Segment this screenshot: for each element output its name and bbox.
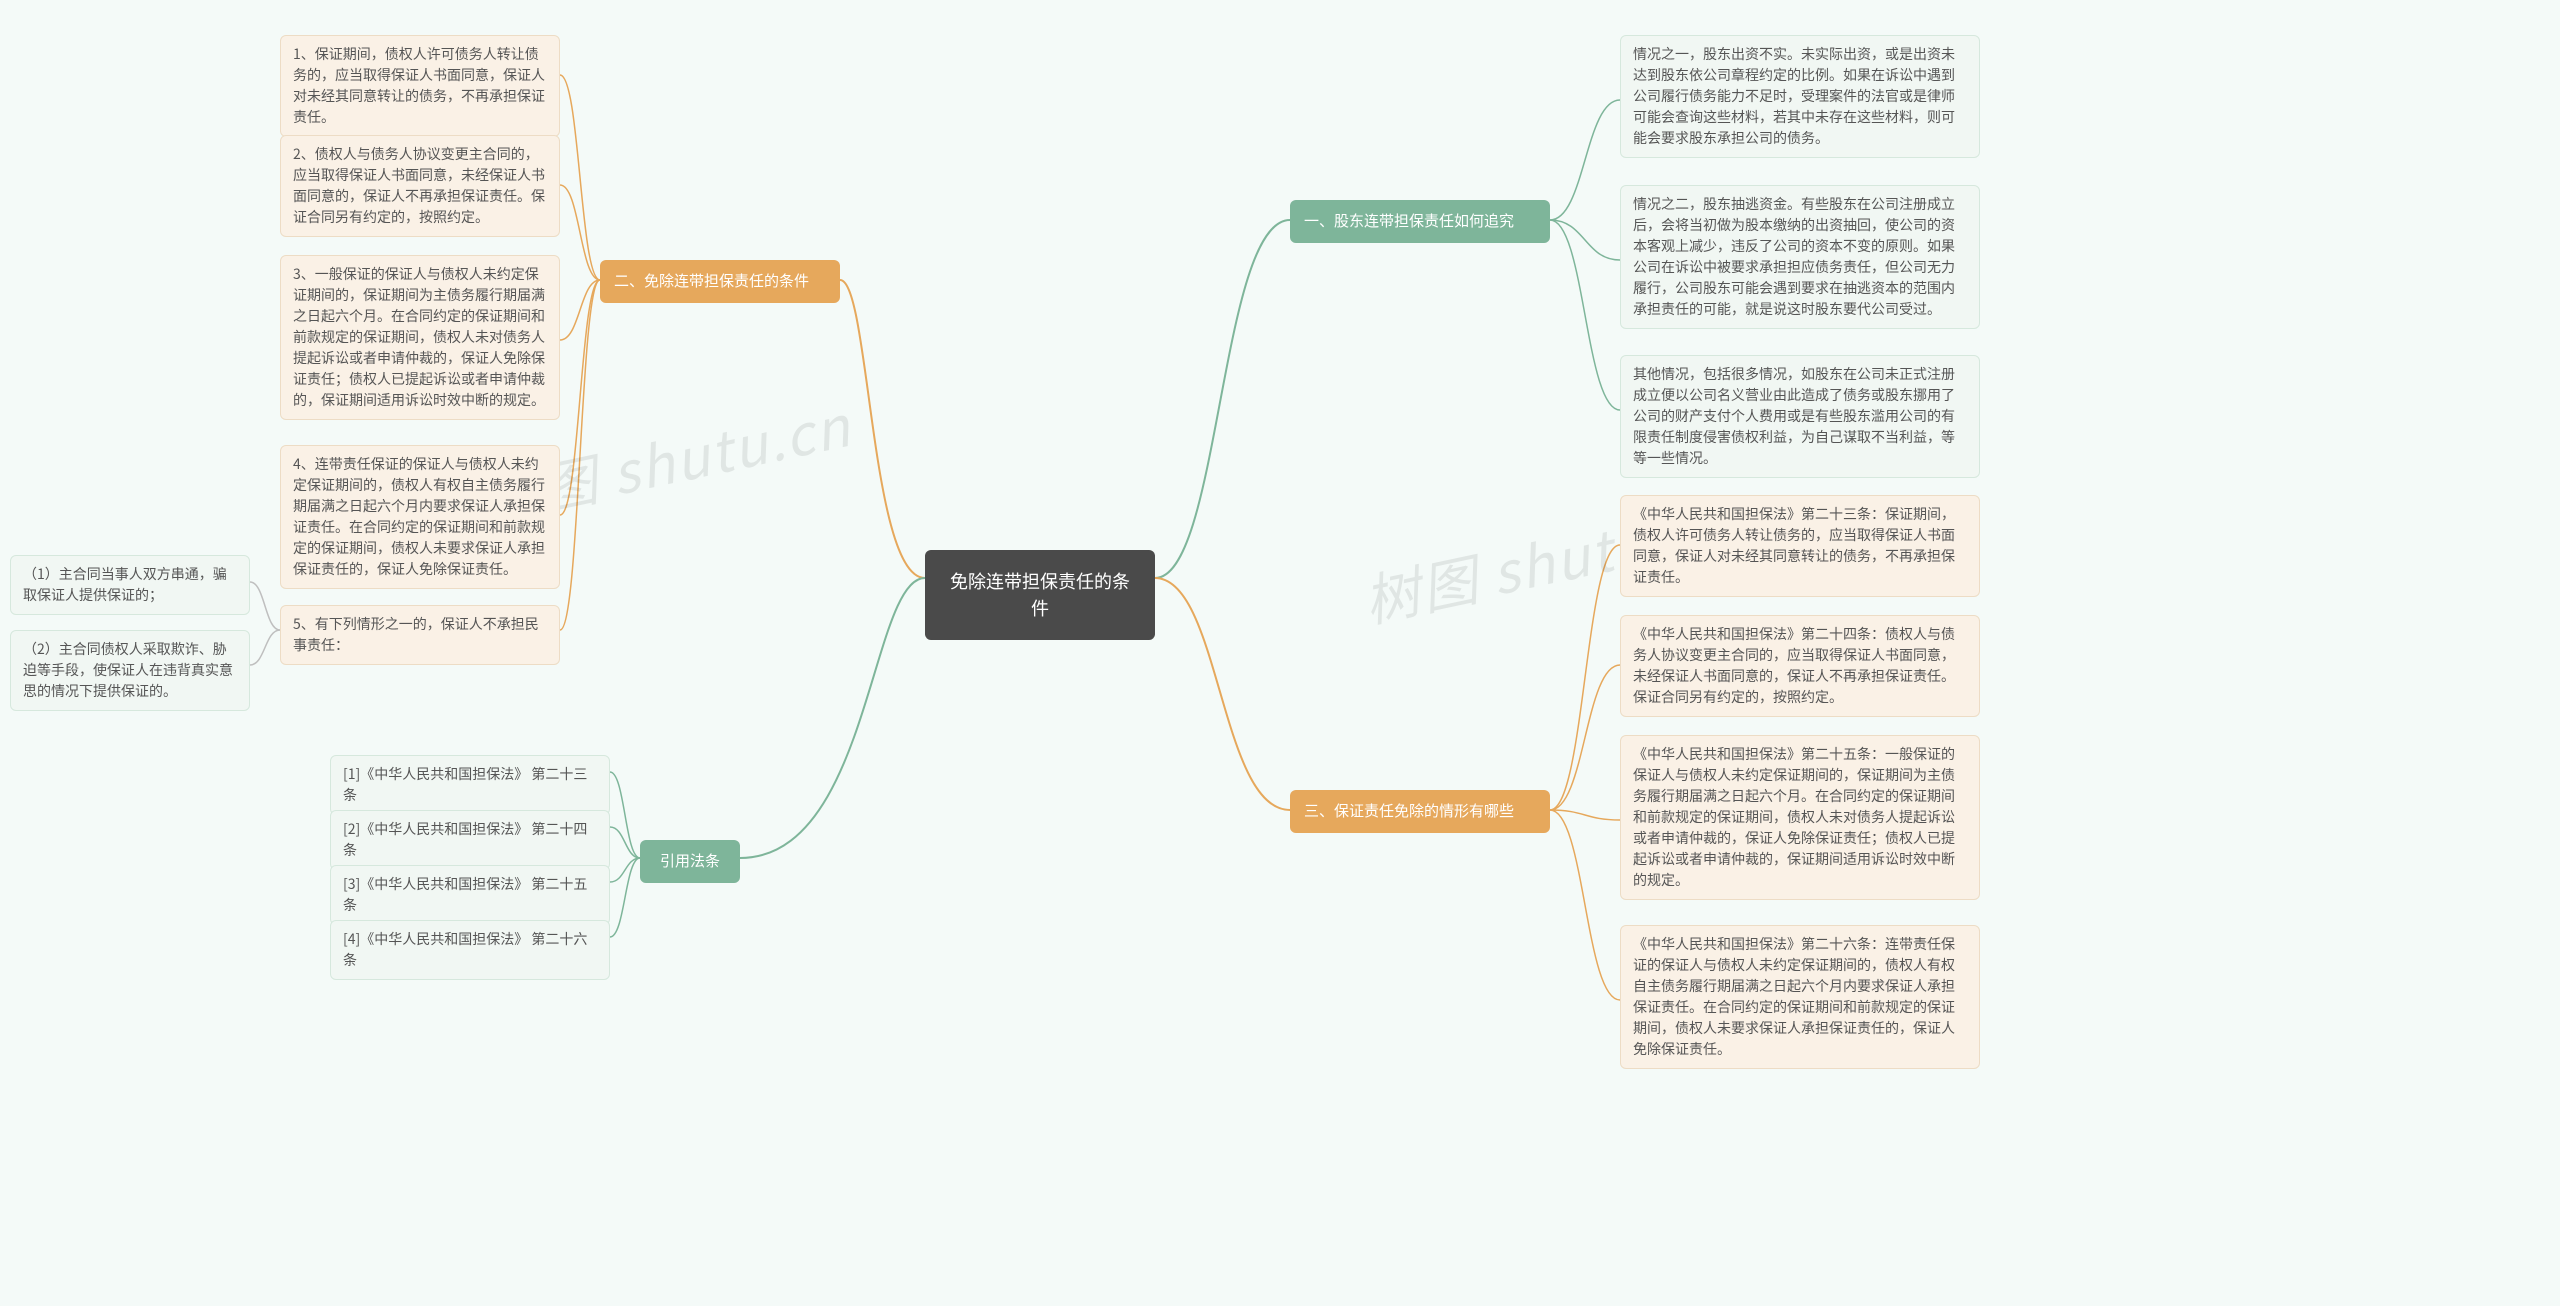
citation-1: [1]《中华人民共和国担保法》 第二十三条 bbox=[330, 755, 610, 815]
citation-2: [2]《中华人民共和国担保法》 第二十四条 bbox=[330, 810, 610, 870]
section-3-item-2: 《中华人民共和国担保法》第二十四条：债权人与债务人协议变更主合同的，应当取得保证… bbox=[1620, 615, 1980, 717]
citations[interactable]: 引用法条 bbox=[640, 840, 740, 883]
section-3-item-1: 《中华人民共和国担保法》第二十三条：保证期间，债权人许可债务人转让债务的，应当取… bbox=[1620, 495, 1980, 597]
section-2-item-1: 1、保证期间，债权人许可债务人转让债务的，应当取得保证人书面同意，保证人对未经其… bbox=[280, 35, 560, 137]
citation-4: [4]《中华人民共和国担保法》 第二十六条 bbox=[330, 920, 610, 980]
section-1[interactable]: 一、股东连带担保责任如何追究 bbox=[1290, 200, 1550, 243]
section-1-item-2: 情况之二，股东抽逃资金。有些股东在公司注册成立后，会将当初做为股本缴纳的出资抽回… bbox=[1620, 185, 1980, 329]
section-2[interactable]: 二、免除连带担保责任的条件 bbox=[600, 260, 840, 303]
section-3-item-4: 《中华人民共和国担保法》第二十六条：连带责任保证的保证人与债权人未约定保证期间的… bbox=[1620, 925, 1980, 1069]
section-2-item-5-sub-2: （2）主合同债权人采取欺诈、胁迫等手段，使保证人在违背真实意思的情况下提供保证的… bbox=[10, 630, 250, 711]
citation-3: [3]《中华人民共和国担保法》 第二十五条 bbox=[330, 865, 610, 925]
section-1-item-3: 其他情况，包括很多情况，如股东在公司未正式注册成立便以公司名义营业由此造成了债务… bbox=[1620, 355, 1980, 478]
section-2-item-2: 2、债权人与债务人协议变更主合同的，应当取得保证人书面同意，未经保证人书面同意的… bbox=[280, 135, 560, 237]
section-2-item-5: 5、有下列情形之一的，保证人不承担民事责任： bbox=[280, 605, 560, 665]
section-2-item-5-sub-1: （1）主合同当事人双方串通，骗取保证人提供保证的； bbox=[10, 555, 250, 615]
section-2-item-4: 4、连带责任保证的保证人与债权人未约定保证期间的，债权人有权自主债务履行期届满之… bbox=[280, 445, 560, 589]
section-3-item-3: 《中华人民共和国担保法》第二十五条：一般保证的保证人与债权人未约定保证期间的，保… bbox=[1620, 735, 1980, 900]
section-3[interactable]: 三、保证责任免除的情形有哪些 bbox=[1290, 790, 1550, 833]
root-node[interactable]: 免除连带担保责任的条件 bbox=[925, 550, 1155, 640]
section-1-item-1: 情况之一，股东出资不实。未实际出资，或是出资未达到股东依公司章程约定的比例。如果… bbox=[1620, 35, 1980, 158]
section-2-item-3: 3、一般保证的保证人与债权人未约定保证期间的，保证期间为主债务履行期届满之日起六… bbox=[280, 255, 560, 420]
